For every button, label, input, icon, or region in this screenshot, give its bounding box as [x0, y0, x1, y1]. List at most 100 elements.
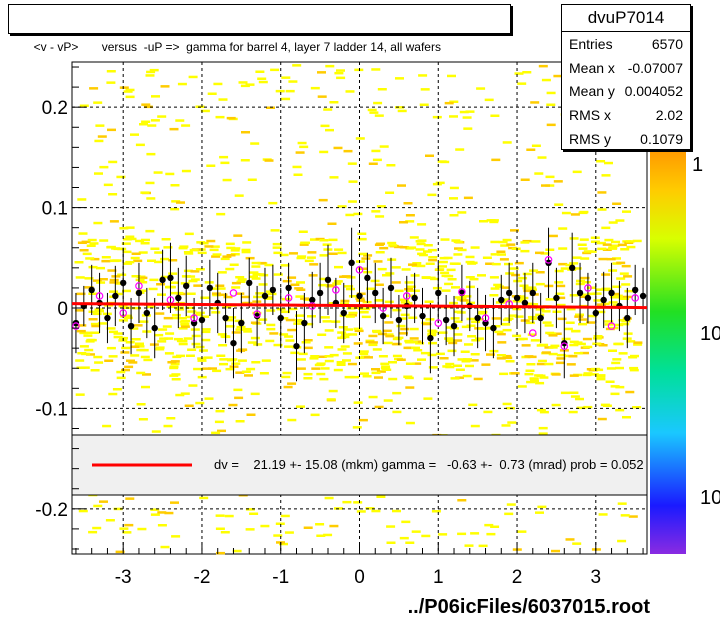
scatter-dash [225, 242, 235, 246]
scatter-dash [375, 215, 385, 218]
scatter-dash [449, 100, 459, 103]
scatter-dash [206, 164, 216, 167]
x-tick-label: -2 [194, 567, 211, 588]
scatter-dash [200, 296, 210, 299]
scatter-dash [421, 276, 431, 279]
scatter-dash [461, 360, 471, 363]
scatter-dash [573, 341, 583, 344]
scatter-dash [96, 266, 105, 270]
scatter-dash [560, 267, 570, 270]
scatter-dash [116, 175, 126, 179]
scatter-dash [190, 278, 200, 281]
scatter-dash [76, 366, 86, 369]
scatter-dash [157, 524, 167, 527]
x-tick-label: 2 [512, 567, 523, 588]
scatter-dash [92, 526, 102, 530]
scatter-dash [235, 371, 245, 374]
scatter-dash [531, 240, 541, 243]
scatter-dash [316, 362, 326, 365]
scatter-dash [81, 352, 91, 356]
scatter-dash [150, 513, 160, 516]
scatter-dash [240, 84, 250, 88]
scatter-dash [373, 260, 383, 263]
scatter-dash [502, 238, 512, 242]
profile-point [419, 312, 426, 320]
scatter-dash [178, 342, 188, 346]
scatter-dash [527, 286, 537, 289]
scatter-dash [189, 248, 199, 252]
scatter-dash [92, 312, 102, 316]
open-point [72, 322, 80, 330]
scatter-dash [337, 336, 347, 340]
scatter-dash [368, 162, 378, 165]
scatter-dash [210, 287, 220, 290]
scatter-dash [361, 257, 371, 260]
scatter-dash [93, 221, 103, 225]
scatter-dash [440, 271, 450, 275]
scatter-dash [374, 114, 384, 117]
scatter-dash [287, 418, 297, 422]
scatter-dash [218, 293, 228, 296]
scatter-dash [280, 514, 290, 518]
scatter-dash [310, 355, 320, 358]
scatter-dash [583, 250, 593, 253]
scatter-dash [125, 88, 135, 92]
scatter-dash [511, 273, 521, 277]
scatter-dash [185, 306, 195, 310]
scatter-dash [82, 252, 92, 256]
profile-point [395, 316, 403, 324]
scatter-dash [346, 276, 356, 279]
scatter-dash [523, 289, 533, 293]
stat-value: 2.02 [655, 107, 683, 124]
scatter-dash [155, 346, 165, 349]
scatter-dash [409, 236, 419, 239]
scatter-dash [212, 369, 222, 373]
scatter-dash [232, 549, 242, 553]
scatter-dash [435, 181, 445, 185]
scatter-dash [474, 337, 484, 340]
scatter-dash [170, 362, 180, 366]
scatter-dash [255, 70, 265, 73]
scatter-dash [201, 367, 211, 370]
scatter-dash [530, 379, 539, 383]
scatter-dash [303, 372, 313, 376]
scatter-dash [166, 417, 176, 420]
scatter-dash [318, 283, 328, 287]
scatter-dash [201, 328, 211, 331]
scatter-dash [328, 238, 338, 242]
scatter-dash [623, 332, 633, 335]
scatter-dash [240, 295, 250, 299]
scatter-dash [359, 352, 369, 356]
scatter-dash [287, 328, 297, 332]
scatter-dash [356, 260, 365, 263]
scatter-dash [530, 101, 540, 104]
scatter-dash [242, 301, 252, 305]
scatter-dash [465, 110, 475, 113]
profile-point [592, 309, 600, 317]
scatter-dash [101, 256, 111, 259]
scatter-dash [494, 330, 504, 334]
scatter-dash [571, 329, 581, 333]
scatter-dash [546, 123, 556, 127]
scatter-dash [334, 71, 344, 75]
scatter-dash [316, 534, 326, 537]
scatter-dash [539, 376, 549, 379]
profile-point [104, 314, 111, 322]
scatter-dash [210, 245, 220, 248]
scatter-dash [317, 355, 327, 358]
scatter-dash [608, 349, 617, 352]
scatter-dash [396, 358, 406, 361]
scatter-dash [234, 396, 244, 400]
scatter-dash [133, 259, 143, 263]
scatter-dash [377, 332, 387, 336]
scatter-dash [354, 68, 364, 72]
scatter-dash [536, 362, 546, 366]
scatter-dash [497, 253, 506, 256]
scatter-dash [285, 89, 295, 93]
scatter-dash [75, 359, 85, 362]
scatter-dash [395, 106, 404, 109]
scatter-dash [235, 328, 245, 331]
scatter-dash [424, 300, 434, 303]
scatter-dash [400, 327, 410, 331]
scatter-dash [371, 210, 381, 213]
